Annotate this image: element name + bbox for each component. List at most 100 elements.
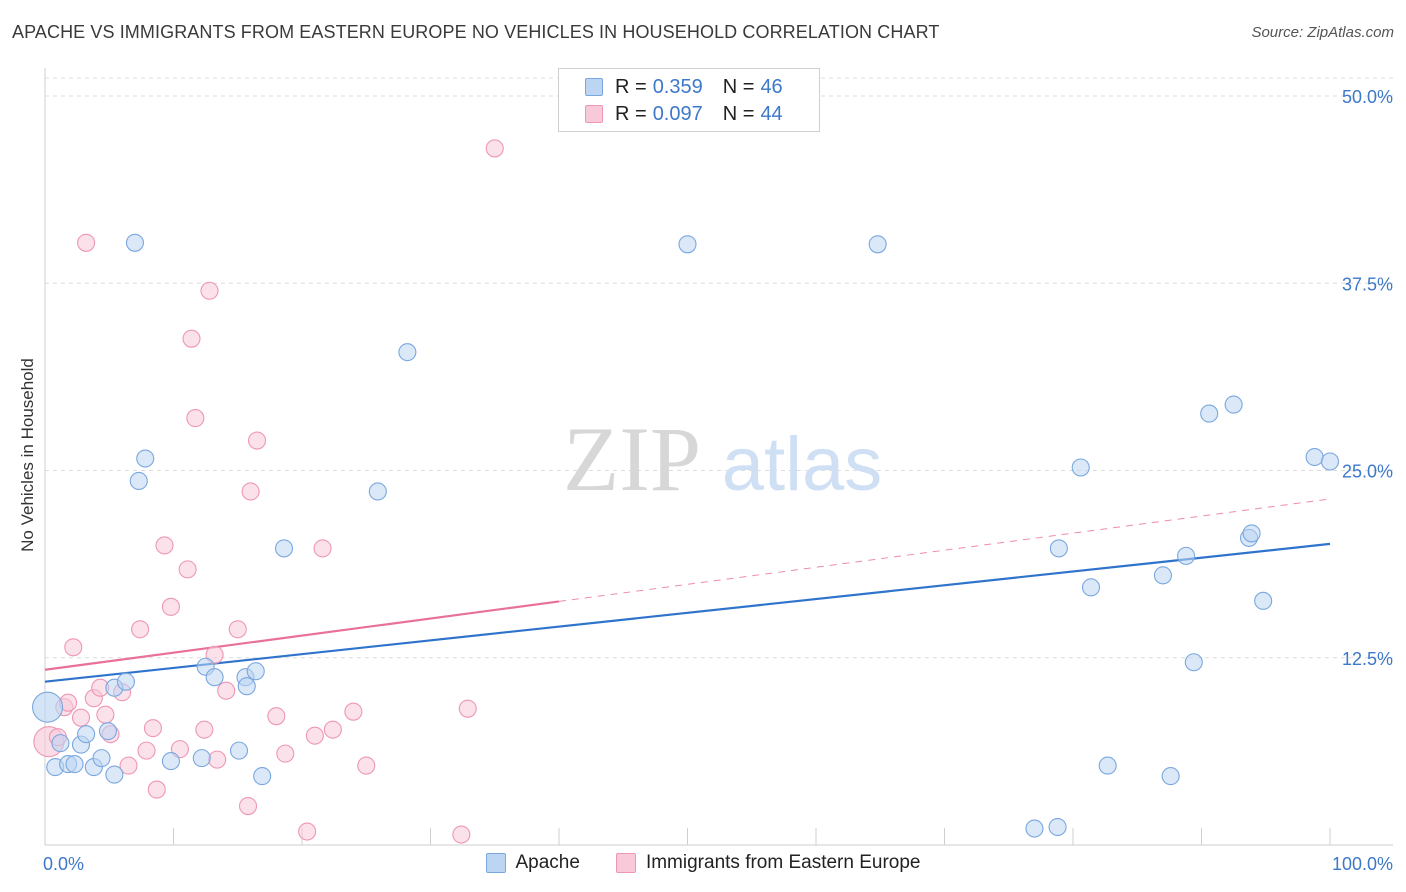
legend-r-label: R =	[615, 102, 647, 125]
data-point-immigrants	[323, 720, 342, 739]
data-point-immigrants	[452, 825, 471, 844]
data-point-apache	[1049, 539, 1068, 558]
x-tick-label-max: 100.0%	[1332, 854, 1393, 874]
stats-legend: R = 0.359 N = 46 R = 0.097 N = 44	[558, 68, 820, 132]
data-point-apache	[1071, 458, 1090, 477]
data-point-immigrants	[137, 741, 156, 760]
legend-n-label: N =	[722, 102, 755, 125]
data-point-apache	[116, 672, 136, 691]
data-point-apache	[98, 722, 118, 741]
data-point-immigrants	[71, 708, 91, 727]
data-point-immigrants	[96, 705, 115, 724]
series-swatch-immigrants	[615, 853, 636, 873]
data-point-immigrants	[161, 597, 180, 616]
data-point-apache	[1098, 756, 1117, 775]
data-point-apache	[125, 233, 144, 252]
data-point-apache	[274, 539, 294, 558]
data-point-immigrants	[485, 139, 504, 158]
source-credit: Source: ZipAtlas.com	[1251, 24, 1394, 41]
data-point-apache	[205, 668, 224, 687]
data-point-immigrants	[195, 720, 214, 739]
data-point-apache	[192, 749, 211, 768]
data-point-immigrants	[217, 681, 236, 700]
data-point-apache	[1081, 578, 1101, 597]
y-tick-label: 50.0%	[1342, 87, 1393, 107]
data-point-immigrants	[208, 750, 227, 769]
legend-n-label: N =	[722, 75, 755, 98]
data-point-apache	[237, 677, 256, 696]
data-point-apache	[868, 235, 887, 254]
data-point-apache	[398, 343, 417, 362]
trend-line-immigrants	[44, 600, 560, 671]
legend-n-value: 44	[760, 102, 783, 125]
data-point-apache	[368, 482, 387, 501]
data-point-immigrants	[155, 536, 174, 555]
data-point-immigrants	[143, 719, 162, 738]
watermark-zip: ZIP	[563, 408, 701, 510]
data-point-immigrants	[241, 482, 260, 501]
data-point-apache	[1320, 452, 1340, 471]
data-point-apache	[1048, 817, 1067, 837]
series-swatch-apache	[485, 853, 506, 873]
data-point-immigrants	[313, 539, 332, 558]
data-point-immigrants	[228, 620, 247, 639]
data-point-apache	[32, 691, 64, 723]
data-point-apache	[1184, 653, 1203, 672]
data-point-apache	[1224, 395, 1243, 414]
series-label-immigrants: Immigrants from Eastern Europe	[645, 852, 921, 873]
data-point-immigrants	[77, 233, 96, 252]
data-point-immigrants	[276, 744, 295, 763]
data-point-immigrants	[178, 560, 197, 579]
series-legend: Apache Immigrants from Eastern Europe	[0, 852, 1406, 874]
data-point-apache	[105, 765, 124, 784]
data-point-apache	[229, 741, 249, 760]
axes	[44, 68, 1393, 846]
series-legend-immigrants[interactable]: Immigrants from Eastern Europe	[615, 852, 921, 874]
data-point-apache	[136, 449, 155, 468]
data-point-apache	[253, 767, 272, 786]
legend-row-apache: R = 0.359 N = 46	[585, 75, 783, 99]
data-point-immigrants	[119, 756, 138, 775]
data-point-immigrants	[205, 645, 224, 664]
data-point-apache	[65, 755, 84, 774]
data-point-immigrants	[200, 281, 219, 300]
data-point-apache	[92, 749, 111, 768]
data-point-apache	[161, 752, 180, 771]
data-point-immigrants	[247, 431, 267, 450]
grid	[45, 77, 1393, 659]
x-tick-label-min: 0.0%	[43, 854, 84, 874]
data-point-apache	[246, 662, 265, 681]
legend-r-label: R =	[615, 75, 647, 98]
data-point-immigrants	[170, 740, 189, 759]
data-point-immigrants	[64, 638, 83, 657]
data-point-apache	[77, 725, 96, 744]
series-label-apache: Apache	[515, 852, 580, 873]
data-point-immigrants	[298, 822, 317, 841]
legend-swatch-immigrants	[585, 105, 603, 123]
data-point-immigrants	[344, 702, 363, 721]
data-point-immigrants	[267, 707, 286, 726]
data-point-apache	[129, 471, 148, 491]
tick-labels: 12.5% 25.0% 37.5% 50.0% 0.0% 100.0%	[43, 87, 1393, 874]
y-tick-label: 25.0%	[1342, 462, 1393, 482]
watermark-atlas: atlas	[722, 422, 883, 507]
legend-swatch-apache	[585, 78, 603, 96]
data-points	[32, 139, 1340, 844]
data-point-apache	[1025, 819, 1044, 838]
data-point-immigrants	[238, 797, 258, 816]
legend-r-value: 0.097	[652, 102, 703, 125]
data-point-immigrants	[147, 780, 166, 799]
data-point-apache	[1153, 566, 1172, 585]
data-point-immigrants	[458, 699, 477, 718]
series-legend-apache[interactable]: Apache	[485, 852, 580, 874]
data-point-apache	[1200, 404, 1219, 423]
data-point-apache	[1242, 524, 1261, 543]
data-point-immigrants	[131, 620, 150, 639]
data-point-apache	[1305, 447, 1324, 467]
legend-row-immigrants: R = 0.097 N = 44	[585, 102, 783, 126]
data-point-immigrants	[357, 756, 376, 775]
data-point-immigrants	[305, 726, 324, 745]
data-point-apache	[1177, 546, 1196, 565]
data-point-immigrants	[186, 409, 205, 428]
